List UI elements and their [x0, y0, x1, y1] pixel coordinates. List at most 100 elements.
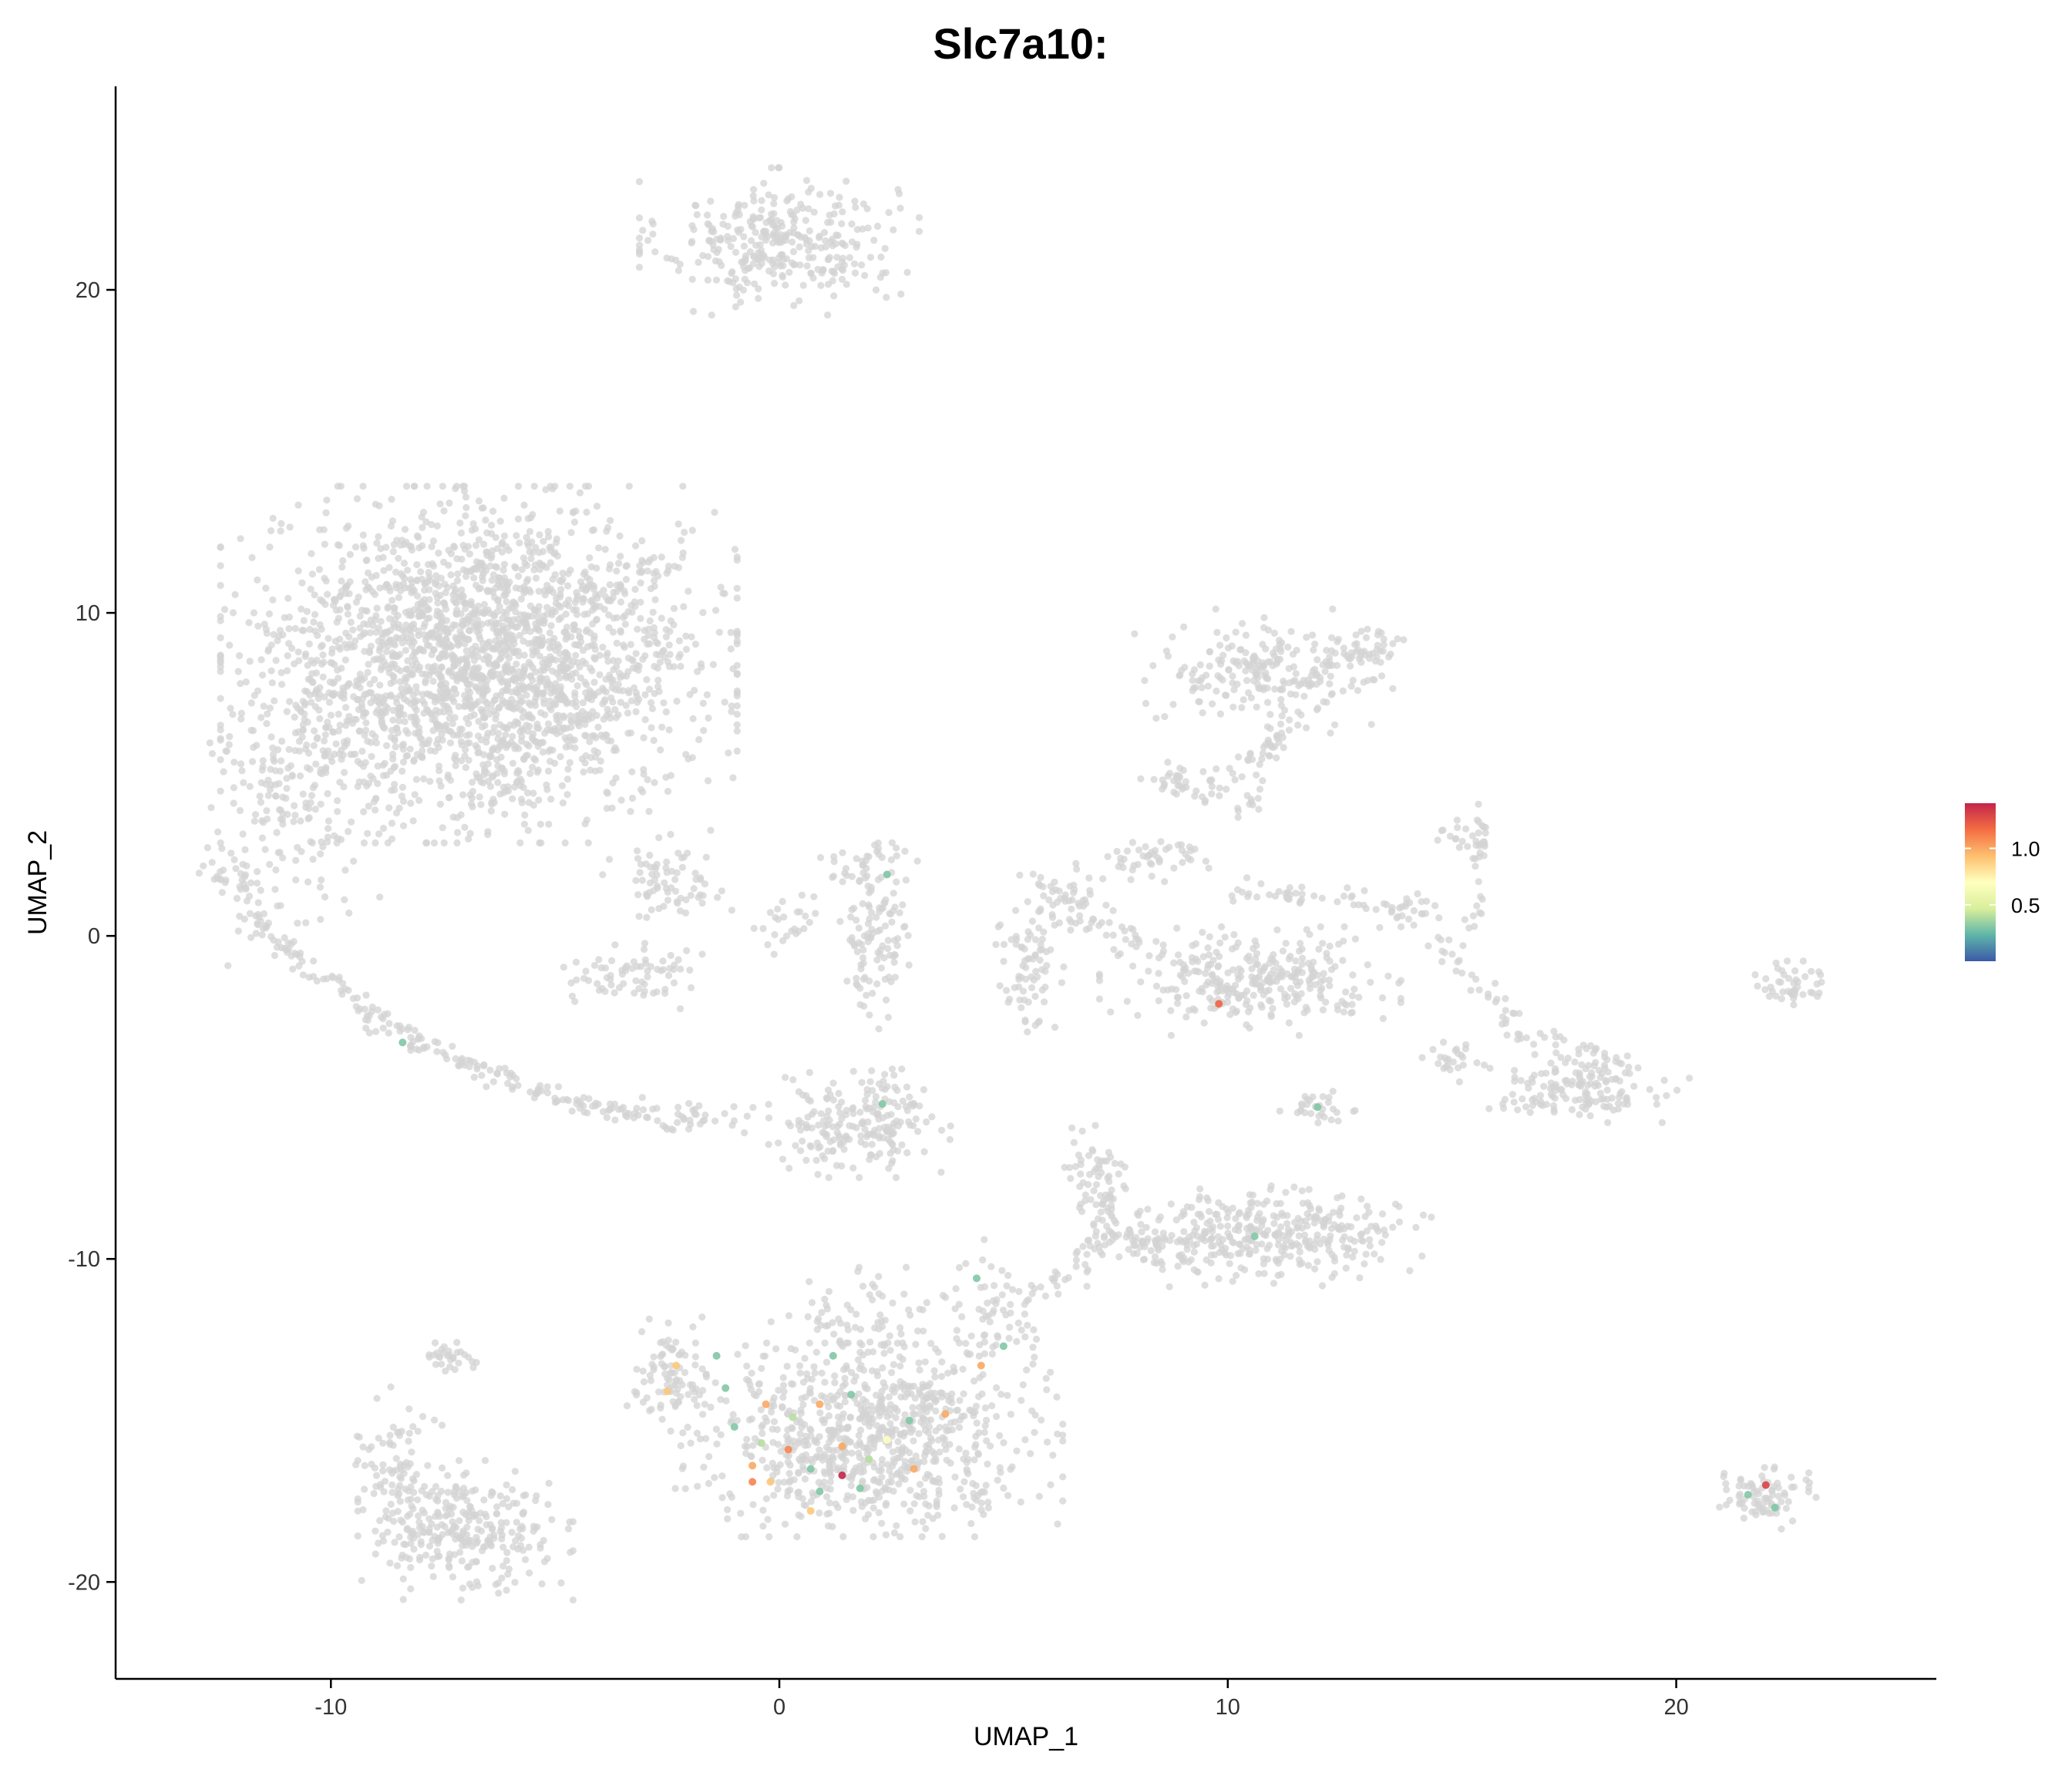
cell-point	[782, 1520, 789, 1528]
cell-point	[433, 522, 441, 530]
cell-point	[624, 668, 632, 676]
cell-point	[641, 945, 648, 954]
cell-point	[290, 818, 298, 826]
cell-point	[1029, 1344, 1037, 1351]
cell-point	[519, 1509, 526, 1517]
cell-point	[807, 1455, 815, 1463]
cell-point	[505, 1503, 513, 1511]
cell-point	[654, 676, 662, 684]
cell-point	[291, 624, 299, 633]
cell-point	[656, 658, 664, 666]
cell-point	[992, 1341, 1000, 1349]
cell-point	[893, 852, 900, 859]
cell-point	[682, 632, 690, 640]
cell-point	[302, 803, 310, 811]
cell-point	[200, 862, 207, 870]
cell-point	[217, 876, 224, 883]
cell-point	[386, 587, 394, 595]
cell-point	[853, 1310, 860, 1318]
cell-point	[583, 508, 590, 516]
cell-point	[367, 699, 375, 707]
cell-point	[969, 1479, 977, 1488]
cell-point	[986, 1318, 994, 1326]
cell-point	[413, 576, 421, 584]
cell-point	[372, 1550, 379, 1558]
cell-point	[853, 917, 860, 924]
cell-point	[509, 1485, 516, 1494]
cell-point	[616, 532, 624, 540]
cell-point	[305, 640, 313, 648]
cell-point	[604, 523, 612, 532]
cell-point	[436, 1534, 443, 1542]
cell-point	[399, 1519, 406, 1526]
cell-point	[984, 1299, 991, 1307]
cell-point	[466, 550, 473, 558]
cell-point	[392, 584, 400, 592]
cell-point	[735, 211, 743, 219]
cell-point	[495, 704, 503, 711]
cell-point	[455, 1359, 462, 1367]
cell-point	[903, 1149, 911, 1157]
cell-point	[681, 1485, 689, 1492]
cell-point	[659, 1350, 667, 1358]
cell-point	[779, 222, 786, 230]
cell-point	[718, 1472, 726, 1480]
cell-point	[274, 637, 281, 644]
cell-point	[1021, 1310, 1028, 1318]
cell-point	[399, 758, 408, 766]
cell-point	[722, 1397, 730, 1404]
cell-point	[664, 788, 672, 796]
cell-point	[334, 483, 341, 490]
cell-point	[923, 1118, 930, 1126]
cell-point	[545, 1479, 553, 1487]
cell-point	[615, 560, 623, 567]
cell-point	[227, 849, 235, 857]
cell-point	[523, 539, 531, 547]
cell-point	[492, 659, 500, 667]
cell-point	[1311, 1265, 1319, 1273]
cell-point	[1006, 1324, 1014, 1331]
cell-point	[493, 608, 501, 616]
cell-point	[797, 1409, 805, 1417]
cell-point	[217, 787, 224, 795]
cell-point	[1305, 1186, 1313, 1193]
cell-point	[475, 536, 483, 543]
cell-point	[1018, 1397, 1025, 1404]
cell-point	[733, 584, 741, 592]
cell-point	[440, 691, 448, 699]
cell-point	[509, 621, 516, 629]
cell-point	[818, 1369, 826, 1377]
cell-point	[303, 741, 311, 749]
cell-point	[653, 1105, 661, 1112]
cell-point	[259, 762, 267, 771]
cell-point	[473, 1539, 480, 1547]
cell-point	[454, 570, 462, 578]
cell-point	[372, 571, 380, 580]
cell-point	[635, 985, 643, 993]
cell-point	[921, 1451, 929, 1460]
cell-point	[494, 729, 503, 738]
cell-point	[234, 668, 242, 675]
cell-point	[607, 694, 615, 701]
cell-point	[344, 610, 352, 618]
cell-point	[342, 629, 350, 637]
cell-point	[395, 804, 403, 812]
cell-point	[319, 843, 327, 851]
cell-point	[765, 1114, 773, 1122]
cell-point	[634, 855, 642, 863]
cell-point	[500, 767, 508, 775]
cell-point	[491, 645, 499, 653]
cell-point	[350, 857, 358, 865]
cell-point	[500, 560, 509, 568]
cell-point	[519, 1525, 526, 1532]
cell-point	[733, 1417, 742, 1424]
cell-point	[820, 229, 829, 237]
cell-point	[890, 1071, 898, 1079]
cell-point	[365, 584, 373, 592]
cell-point	[774, 1485, 782, 1493]
cell-point	[515, 768, 523, 776]
cell-point	[608, 957, 616, 964]
cell-point	[339, 557, 347, 565]
cell-point	[259, 757, 267, 765]
cell-point	[861, 271, 869, 279]
